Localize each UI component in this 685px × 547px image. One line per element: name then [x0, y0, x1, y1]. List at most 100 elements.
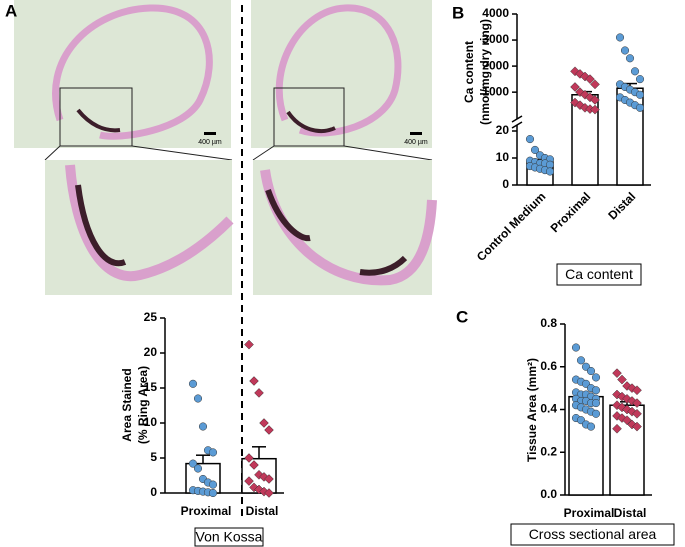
x-tick-label: Distal	[614, 506, 647, 520]
y-tick-label: 0.6	[540, 359, 557, 373]
data-point	[249, 460, 259, 470]
data-point	[244, 476, 254, 486]
data-point	[249, 376, 259, 386]
caption: Ca content	[565, 266, 633, 282]
axis-break	[511, 115, 523, 123]
data-point	[208, 480, 218, 489]
y-tick-label: 10	[144, 415, 158, 429]
x-tick-label: Proximal	[564, 506, 615, 520]
data-point	[612, 368, 622, 379]
y-tick-label: 0.2	[540, 444, 557, 458]
tissue	[65, 164, 234, 282]
y-axis-label: Tissue Area (mm²)	[525, 358, 539, 462]
zoom-line	[131, 145, 233, 161]
data-point	[586, 422, 596, 431]
data-point	[576, 356, 586, 365]
scale-bar	[410, 132, 422, 135]
micrographs: 400 µm 400 µm	[14, 0, 437, 520]
data-point	[545, 167, 555, 176]
data-point	[630, 67, 640, 76]
stain	[75, 184, 127, 267]
y-axis-label: (nmol/mg dry ring)	[478, 19, 492, 125]
stain	[286, 110, 336, 133]
y-tick-label: 4000	[482, 6, 509, 20]
data-point	[208, 488, 218, 498]
stain	[265, 189, 408, 276]
data-point	[591, 409, 601, 418]
y-tick-label: 0	[150, 485, 157, 499]
data-point	[632, 408, 642, 419]
y-tick-label: 1000	[482, 84, 509, 98]
data-point	[530, 145, 540, 154]
data-point	[198, 422, 208, 431]
data-point	[622, 393, 632, 404]
x-tick-label: Distal	[246, 504, 279, 518]
zoom-line	[44, 145, 61, 161]
data-point	[570, 97, 580, 108]
data-point	[622, 415, 632, 426]
data-point	[635, 75, 645, 84]
data-point	[591, 373, 601, 382]
data-point	[193, 394, 203, 403]
data-point	[193, 464, 203, 473]
y-tick-label: 20	[496, 123, 510, 137]
data-point	[254, 388, 264, 398]
data-point	[575, 69, 585, 79]
data-point	[244, 339, 254, 350]
data-point	[571, 343, 581, 352]
tissue-ring	[52, 4, 213, 140]
data-point	[590, 95, 600, 105]
y-axis-label: (% Ring Area)	[136, 366, 150, 444]
data-point	[580, 89, 590, 100]
y-tick-label: 25	[144, 310, 158, 324]
y-tick-label: 5	[150, 450, 157, 464]
y-axis-label: Area Stained	[120, 368, 134, 441]
data-point	[632, 385, 642, 396]
panel-label: A	[5, 1, 17, 20]
data-point	[586, 366, 596, 376]
y-tick-label: 0.4	[540, 402, 557, 416]
x-tick-label: Control Medium	[474, 189, 548, 263]
zoom-box	[273, 87, 345, 147]
caption-box	[194, 527, 264, 547]
data-point	[612, 389, 622, 400]
data-point	[188, 379, 198, 388]
stain	[76, 108, 121, 133]
y-tick-label: 10	[496, 150, 510, 164]
axis-break	[511, 121, 523, 129]
caption-box	[556, 263, 642, 286]
scale-bar	[204, 132, 216, 135]
data-point	[259, 418, 269, 428]
y-tick-label: 15	[144, 380, 158, 394]
data-point	[617, 374, 627, 385]
data-point	[264, 474, 274, 484]
y-tick-label: 2000	[482, 58, 509, 72]
caption: Cross sectional area	[529, 526, 657, 542]
data-point	[635, 90, 645, 99]
zoom-line	[343, 145, 433, 161]
data-point	[632, 421, 642, 432]
data-point	[625, 54, 635, 63]
x-tick-label: Distal	[605, 189, 638, 222]
y-tick-label: 0	[502, 177, 509, 191]
data-point	[585, 74, 595, 84]
data-point	[525, 135, 535, 144]
y-tick-label: 20	[144, 345, 158, 359]
x-tick-label: Proximal	[548, 189, 594, 235]
data-point	[620, 46, 630, 55]
scale-label: 400 µm	[404, 139, 428, 146]
y-tick-label: 3000	[482, 32, 509, 46]
data-point	[590, 79, 600, 90]
data-point	[208, 448, 218, 457]
data-point	[244, 453, 254, 463]
caption: Von Kossa	[196, 529, 263, 545]
data-point	[627, 406, 637, 417]
data-point	[570, 82, 580, 92]
data-point	[264, 425, 274, 435]
data-point	[264, 488, 274, 498]
data-point	[591, 386, 601, 395]
data-point	[635, 103, 645, 112]
zoom-line	[252, 145, 275, 161]
caption-box	[510, 523, 675, 546]
